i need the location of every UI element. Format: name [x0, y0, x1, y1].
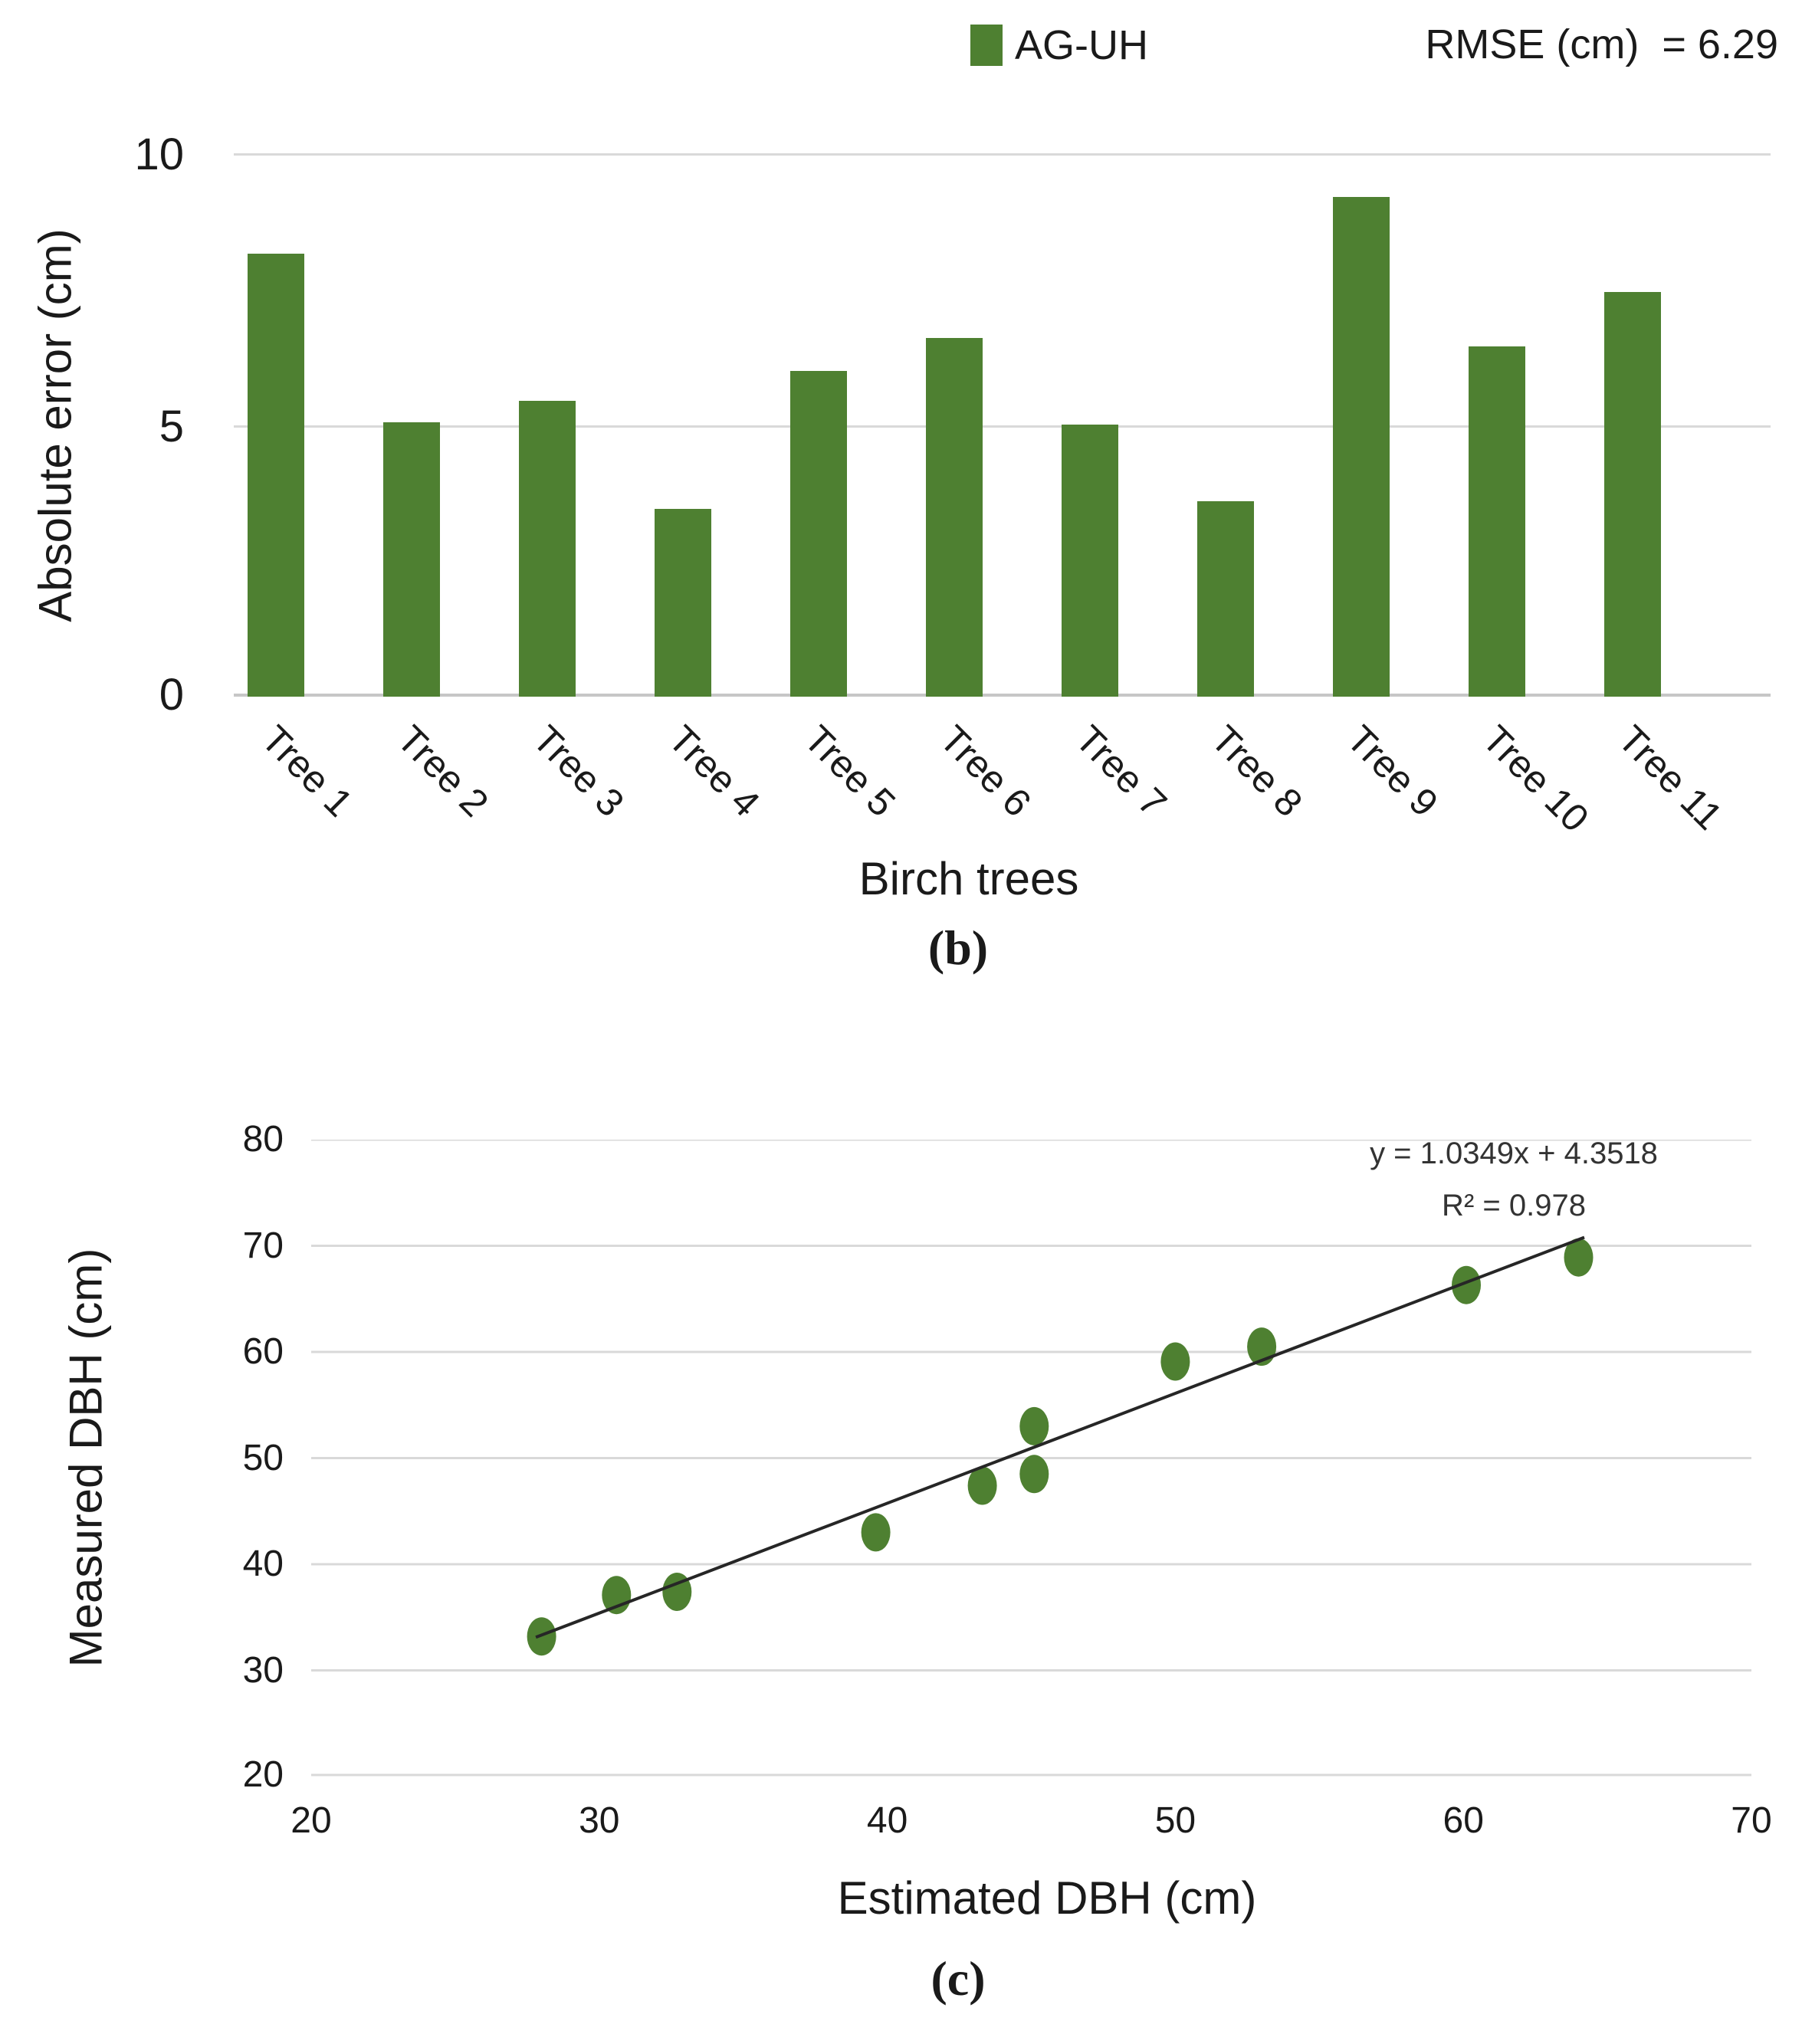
- bar-tree-4: [655, 509, 711, 697]
- y-axis-title-c: Measured DBH (cm): [60, 1248, 112, 1668]
- x-axis-title-c: Estimated DBH (cm): [837, 1872, 1257, 1924]
- bar-tree-2: [383, 422, 440, 697]
- xtick-label-tree-7: Tree 7: [1067, 717, 1175, 825]
- xtick-label-tree-9: Tree 9: [1338, 717, 1446, 825]
- bar-tree-3: [519, 401, 576, 697]
- xtick-label-c-50: 50: [1154, 1800, 1196, 1841]
- ytick-label-c-30: 30: [242, 1649, 284, 1691]
- bar-tree-9: [1333, 197, 1390, 697]
- ytick-label-c-20: 20: [242, 1754, 284, 1795]
- caption-b: (b): [927, 920, 989, 975]
- scatter-point-7: [1019, 1406, 1049, 1445]
- scatter-point-4: [861, 1513, 891, 1552]
- ytick-label-c-40: 40: [242, 1544, 284, 1584]
- bar-tree-7: [1062, 425, 1118, 697]
- xtick-label-tree-1: Tree 1: [253, 717, 361, 825]
- rmse-annotation: RMSE (cm) = 6.29: [1425, 21, 1778, 67]
- legend: AG-UH: [970, 23, 1148, 67]
- legend-label: AG-UH: [1015, 22, 1148, 68]
- scatter-point-5: [967, 1466, 997, 1505]
- ytick-label-10: 10: [134, 130, 184, 179]
- bar-tree-5: [790, 371, 847, 697]
- xtick-label-tree-8: Tree 8: [1203, 717, 1311, 825]
- scatter-point-8: [1160, 1342, 1190, 1381]
- x-axis-title-b: Birch trees: [858, 853, 1079, 904]
- ytick-label-c-80: 80: [242, 1119, 284, 1160]
- scatter-point-2: [602, 1576, 632, 1615]
- plot-area-c: [311, 1140, 1751, 1777]
- scatter-point-10: [1452, 1265, 1481, 1304]
- xtick-label-tree-11: Tree 11: [1610, 717, 1731, 838]
- bar-tree-6: [926, 338, 983, 697]
- legend-swatch-icon: [970, 25, 1003, 66]
- ytick-label-c-50: 50: [242, 1437, 284, 1478]
- xtick-label-tree-4: Tree 4: [660, 717, 768, 825]
- ytick-label-5: 5: [159, 402, 184, 451]
- xtick-label-c-70: 70: [1731, 1800, 1772, 1841]
- gridline-b-10: [234, 153, 1771, 156]
- ytick-label-0: 0: [159, 670, 184, 720]
- trendline-equation: y = 1.0349x + 4.3518: [1370, 1137, 1658, 1170]
- ytick-label-c-60: 60: [242, 1331, 284, 1372]
- scatter-point-11: [1564, 1238, 1594, 1277]
- trendline-r-squared: R² = 0.978: [1442, 1189, 1586, 1222]
- bar-tree-11: [1604, 292, 1661, 697]
- plot-area-b: [234, 153, 1771, 697]
- scatter-point-6: [1019, 1455, 1049, 1494]
- gridline-b-0: [234, 694, 1771, 697]
- xtick-label-c-30: 30: [579, 1800, 620, 1841]
- xtick-label-tree-5: Tree 5: [796, 717, 904, 825]
- xtick-label-c-20: 20: [290, 1800, 332, 1841]
- xtick-label-tree-2: Tree 2: [389, 717, 497, 825]
- ytick-label-c-70: 70: [242, 1225, 284, 1266]
- bar-tree-1: [248, 254, 304, 697]
- xtick-label-tree-10: Tree 10: [1474, 717, 1597, 841]
- xtick-label-tree-3: Tree 3: [524, 717, 632, 825]
- bar-tree-8: [1197, 501, 1254, 697]
- xtick-label-c-60: 60: [1443, 1800, 1484, 1841]
- bar-tree-10: [1469, 346, 1525, 697]
- xtick-label-c-40: 40: [866, 1800, 908, 1841]
- gridline-b-5: [234, 425, 1771, 428]
- trendline: [535, 1235, 1585, 1639]
- caption-c: (c): [931, 1951, 986, 2006]
- xtick-label-tree-6: Tree 6: [931, 717, 1039, 825]
